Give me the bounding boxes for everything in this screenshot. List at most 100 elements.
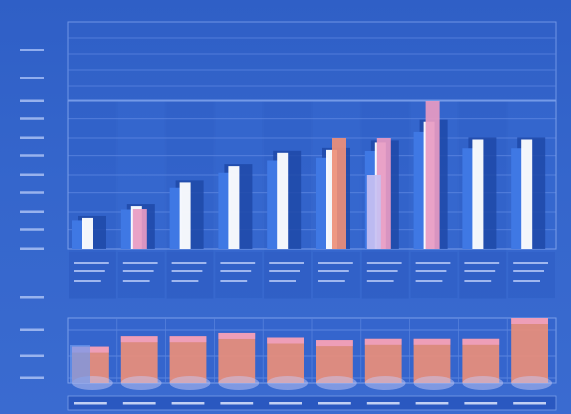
sub-bar-glow — [120, 376, 162, 390]
category-cell — [508, 252, 555, 298]
category-cell — [410, 252, 458, 298]
sub-chart-bars — [70, 318, 552, 390]
category-label-mark — [269, 280, 296, 282]
sub-bar-cap — [169, 336, 207, 343]
sub-bar-cap — [316, 340, 353, 347]
category-label-mark — [318, 280, 345, 282]
category-label-mark — [74, 280, 101, 282]
sub-side-block — [70, 345, 90, 383]
sub-bar-cap — [72, 346, 109, 353]
sub-footer-label-mark — [464, 402, 498, 405]
bar-blue — [120, 209, 133, 249]
category-label-mark — [122, 270, 154, 272]
category-label-mark — [513, 280, 540, 282]
sub-footer-label-mark — [122, 402, 156, 405]
sub-bar — [462, 338, 500, 383]
category-label-mark — [415, 280, 443, 282]
sub-bar — [413, 338, 451, 383]
sub-bar-cap — [511, 318, 548, 324]
sub-bar-cap — [462, 338, 500, 345]
sub-bar — [169, 336, 207, 383]
category-cell — [215, 252, 263, 298]
sub-footer-label-mark — [366, 402, 400, 405]
main-tick-mark — [20, 136, 44, 139]
sub-bar — [511, 318, 548, 383]
bar-series-0 — [277, 152, 289, 249]
bar-series-0 — [326, 149, 337, 249]
category-label-mark — [171, 280, 199, 282]
sub-bar-cap — [364, 338, 402, 345]
bar-series-1 — [425, 101, 440, 249]
category-label-mark — [220, 280, 248, 282]
category-label-mark — [171, 270, 203, 272]
category-label-mark — [122, 262, 158, 264]
category-label-mark — [513, 270, 544, 272]
category-label-mark — [318, 270, 349, 272]
sub-chart-footer — [67, 395, 557, 411]
upper-frame-tick-mark — [20, 77, 44, 79]
sub-bar-glow — [511, 376, 552, 390]
sub-bar — [316, 340, 353, 383]
sub-footer-label-mark — [74, 402, 107, 405]
category-label-mark — [366, 280, 394, 282]
bar-series-1 — [132, 209, 147, 249]
sub-bar-cap — [120, 336, 158, 343]
main-chart-category-labels — [20, 252, 555, 299]
sub-bar — [120, 336, 158, 383]
category-label-mark — [74, 270, 105, 272]
sub-tick-mark — [20, 376, 44, 379]
main-tick-mark — [20, 154, 44, 157]
category-label-mark — [318, 262, 353, 264]
main-tick-mark — [20, 247, 44, 250]
bar-series-0 — [521, 139, 533, 249]
main-tick-mark — [20, 117, 44, 120]
upper-plot-frame — [20, 21, 557, 101]
category-label-mark — [269, 270, 300, 272]
sub-footer-label-mark — [415, 402, 449, 405]
sub-bar-glow — [267, 376, 308, 390]
sub-bar — [364, 338, 402, 383]
sub-bar-glow — [316, 376, 357, 390]
category-cell — [166, 252, 214, 298]
upper-frame-border — [67, 21, 557, 101]
category-cell — [69, 252, 116, 298]
category-label-mark — [74, 262, 109, 264]
category-cell — [361, 252, 409, 298]
category-cell — [459, 252, 507, 298]
main-tick-mark — [20, 191, 44, 194]
bar-blue — [462, 148, 475, 249]
bar-blue — [267, 160, 280, 249]
category-label-mark — [464, 270, 496, 272]
bar-series-0 — [228, 166, 240, 249]
bar-blue — [218, 172, 231, 249]
upper-frame-tick-mark — [20, 49, 44, 51]
sub-footer-label-mark — [513, 402, 546, 405]
sub-bar-cap — [413, 338, 451, 345]
category-label-mark — [366, 262, 402, 264]
bar-series-0 — [472, 139, 484, 249]
bar-series-0 — [179, 182, 191, 249]
category-label-mark — [366, 270, 398, 272]
category-label-mark — [464, 280, 492, 282]
bar-series-0 — [82, 217, 93, 249]
category-label-mark — [269, 262, 304, 264]
category-cell — [117, 252, 165, 298]
main-tick-mark — [20, 173, 44, 176]
sub-tick-mark — [20, 328, 44, 331]
bar-series-2 — [332, 138, 346, 249]
sub-bar-cap — [267, 337, 304, 344]
sub-bar — [267, 337, 304, 383]
category-label-mark — [122, 280, 150, 282]
category-label-mark — [464, 262, 500, 264]
category-label-mark — [513, 262, 548, 264]
main-plot-border — [67, 100, 557, 250]
bar-blue — [169, 187, 182, 249]
sub-bar-glow — [169, 376, 211, 390]
category-label-mark — [171, 262, 207, 264]
sub-footer-strip — [67, 395, 557, 411]
bar-blue — [413, 131, 426, 249]
category-label-mark — [220, 262, 256, 264]
sub-footer-label-mark — [171, 402, 205, 405]
bar-series-3 — [366, 175, 381, 249]
